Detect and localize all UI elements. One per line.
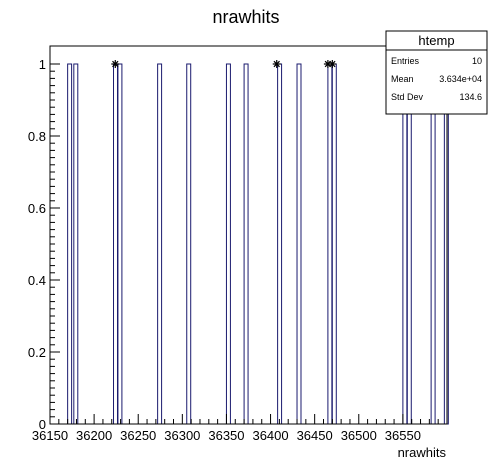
histogram-bar (296, 63, 302, 425)
histogram-bar (277, 63, 283, 425)
histogram-bar (113, 63, 118, 425)
histogram-bar (327, 63, 333, 425)
x-tick-label: 36250 (120, 428, 156, 443)
x-tick-label: 36150 (32, 428, 68, 443)
histogram-bar (443, 63, 449, 425)
histogram-bar (157, 63, 163, 425)
x-tick-label: 36200 (76, 428, 112, 443)
x-tick-label: 36300 (164, 428, 200, 443)
chart-title: nrawhits (212, 7, 279, 27)
histogram-bar (186, 63, 192, 425)
y-tick-label: 0.4 (28, 273, 46, 288)
data-point-marker (328, 60, 337, 68)
plot-frame (49, 45, 448, 425)
stats-value: 3.634e+04 (439, 74, 482, 84)
stats-value: 10 (472, 56, 482, 66)
y-tick-label: 0 (39, 417, 46, 432)
x-tick-label: 36500 (341, 428, 377, 443)
histogram-bar (225, 63, 231, 425)
data-point-marker (111, 60, 120, 68)
stats-label: Mean (391, 74, 414, 84)
data-point-marker (272, 60, 281, 68)
y-tick-label: 0.6 (28, 201, 46, 216)
stats-box: htemp Entries 10 Mean 3.634e+04 Std Dev 134.6 (385, 30, 488, 115)
x-tick-label: 36550 (385, 428, 421, 443)
x-tick-label: 36450 (297, 428, 333, 443)
stats-box-title: htemp (418, 33, 454, 48)
y-tick-label: 1 (39, 57, 46, 72)
histogram-bar (67, 63, 73, 425)
histogram-bar (117, 63, 123, 425)
histogram-bar (430, 63, 436, 425)
y-tick-label: 0.8 (28, 129, 46, 144)
histogram-bar (406, 63, 412, 425)
histogram-bar (73, 63, 79, 425)
x-axis-label: nrawhits (398, 445, 447, 460)
histogram-bar (331, 63, 337, 425)
histogram-bar (402, 63, 408, 425)
stats-value: 134.6 (459, 92, 482, 102)
stats-label: Entries (391, 56, 420, 66)
stats-label: Std Dev (391, 92, 424, 102)
histogram-bar (243, 63, 249, 425)
x-tick-label: 36400 (252, 428, 288, 443)
x-tick-label: 36350 (208, 428, 244, 443)
y-tick-label: 0.2 (28, 345, 46, 360)
